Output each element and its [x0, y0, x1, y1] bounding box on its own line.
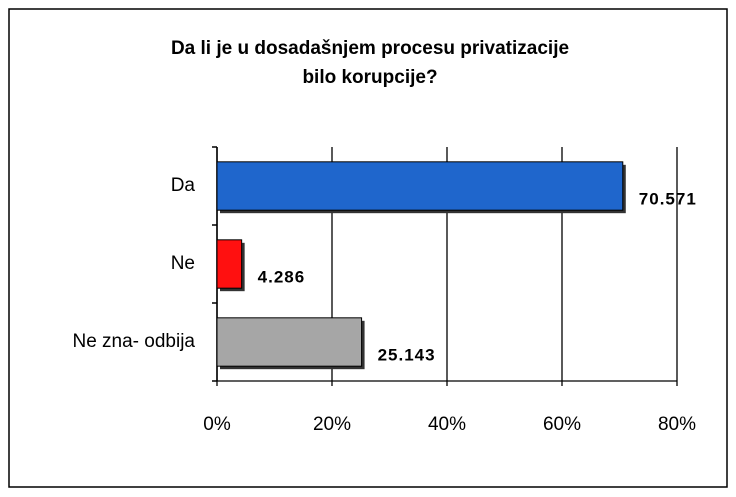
bar [216, 317, 363, 367]
data-label: 4.286 [258, 267, 306, 286]
data-label: 25.143 [378, 345, 436, 364]
x-tick-label: 20% [313, 414, 351, 435]
y-tick-label: Ne zna- odbija [72, 331, 195, 352]
x-tick-label: 40% [428, 414, 466, 435]
chart-frame [8, 8, 728, 488]
data-label: 70.571 [639, 189, 697, 208]
x-tick-label: 0% [203, 414, 231, 435]
bar [216, 239, 243, 289]
y-tick-label: Da [171, 175, 196, 196]
y-tick-label: Ne [171, 253, 195, 274]
x-tick-label: 60% [543, 414, 581, 435]
bar [216, 161, 624, 211]
chart-title: Da li je u dosadašnjem procesu privatiza… [171, 38, 569, 59]
chart-title: bilo korupcije? [302, 67, 437, 88]
x-tick-label: 80% [658, 414, 696, 435]
